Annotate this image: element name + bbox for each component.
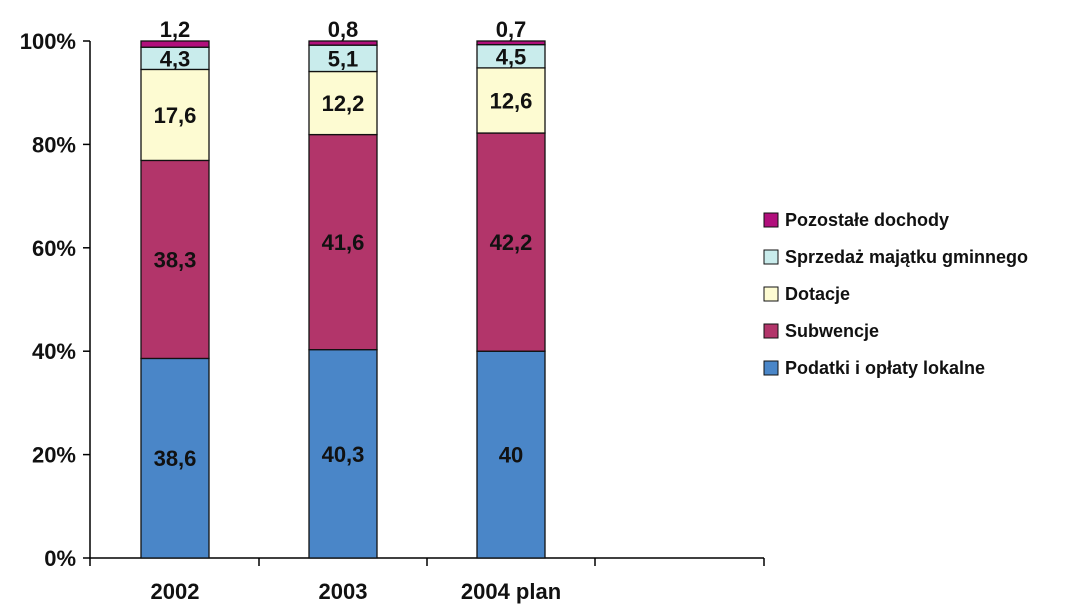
x-category-label: 2003 [319,579,368,604]
data-label: 41,6 [322,230,365,255]
bar-segment [476,132,546,352]
bar-segment [140,40,210,48]
legend-swatch [763,360,779,376]
legend-swatch [763,286,779,302]
data-label: 0,7 [496,17,527,42]
legend-label: Pozostałe dochody [785,210,949,230]
legend-label: Sprzedaż majątku gminnego [785,247,1028,267]
bar-segment [308,70,378,136]
bar-segment [140,159,210,360]
bar-segment [308,44,378,73]
data-label: 1,2 [160,17,191,42]
data-label: 42,2 [490,230,533,255]
data-label: 0,8 [328,17,359,42]
legend-label: Subwencje [785,321,879,341]
data-label: 17,6 [154,103,197,128]
data-label: 38,6 [154,446,197,471]
bar-segment [476,67,546,134]
y-tick-label: 0% [44,546,76,571]
data-label: 5,1 [328,46,359,71]
data-label: 12,2 [322,91,365,116]
y-tick-label: 40% [32,339,76,364]
data-label: 4,5 [496,44,527,69]
data-label: 4,3 [160,46,191,71]
bar-segment [476,350,546,559]
data-label: 38,3 [154,247,197,272]
y-tick-label: 60% [32,236,76,261]
bar-segment [308,40,378,46]
legend-swatch [763,212,779,228]
legend-swatch [763,323,779,339]
data-label: 40 [499,443,523,468]
data-label: 12,6 [490,88,533,113]
bar-segment [476,40,546,46]
y-tick-label: 80% [32,132,76,157]
plot-area: 0% 20% 40% 60% 80% 100% 2002 2003 2004 plan 38,6 3… [20,17,765,604]
y-tick-label: 100% [20,29,76,54]
bar-segment [140,68,210,162]
legend-swatch [763,249,779,265]
bar-segment [140,357,210,559]
bar-segment [308,348,378,559]
legend-label: Dotacje [785,284,850,304]
legend: Pozostałe dochody Sprzedaż majątku gminne… [763,210,1028,378]
data-label: 40,3 [322,442,365,467]
x-category-label: 2004 plan [461,579,561,604]
x-category-label: 2002 [151,579,200,604]
y-tick-label: 20% [32,443,76,468]
legend-label: Podatki i opłaty lokalne [785,358,985,378]
